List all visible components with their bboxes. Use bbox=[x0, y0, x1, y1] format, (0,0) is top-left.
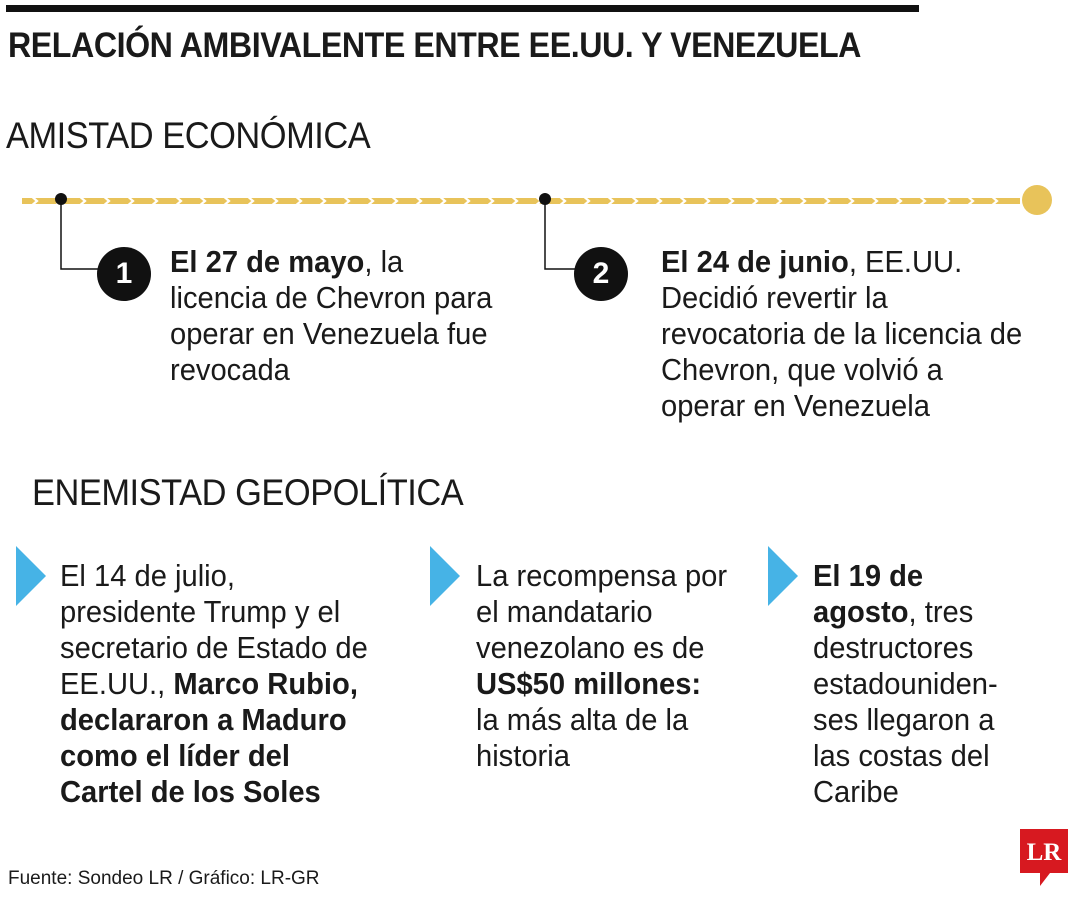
event-1-date: El 27 de mayo bbox=[170, 244, 365, 279]
item-3-tail: , tres destructores estadouniden-ses lle… bbox=[813, 594, 998, 809]
timeline-end-dot bbox=[1022, 185, 1052, 215]
lr-logo: LR bbox=[1020, 829, 1068, 886]
item-2-lead: La recompensa por el mandatario venezola… bbox=[476, 558, 728, 665]
infographic-title: RELACIÓN AMBIVALENTE ENTRE EE.UU. Y VENE… bbox=[8, 26, 861, 65]
event-2-number-badge: 2 bbox=[574, 247, 628, 301]
top-rule bbox=[6, 5, 919, 12]
timeline-track bbox=[22, 194, 1020, 208]
timeline bbox=[22, 185, 1052, 270]
item-2-arrow-icon bbox=[430, 546, 460, 606]
timeline-connector-2 bbox=[539, 193, 576, 270]
event-1-number-badge: 1 bbox=[97, 247, 151, 301]
item-2-text: La recompensa por el mandatario venezola… bbox=[476, 558, 730, 774]
item-2-highlight: US$50 millones: bbox=[476, 666, 702, 701]
item-2-tail: la más alta de la historia bbox=[476, 702, 689, 773]
item-1-text: El 14 de julio, presidente Trump y el se… bbox=[60, 558, 370, 810]
item-3-arrow-icon bbox=[768, 546, 798, 606]
section-geopolitical-heading: ENEMISTAD GEOPOLÍTICA bbox=[32, 472, 464, 513]
item-3-text: El 19 de agosto, tres destructores estad… bbox=[813, 558, 1029, 810]
event-2-text: El 24 de junio, EE.UU. Decidió revertir … bbox=[661, 244, 1023, 424]
item-1-arrow-icon bbox=[16, 546, 46, 606]
event-2-date: El 24 de junio bbox=[661, 244, 849, 279]
item-3-highlight: El 19 de agosto bbox=[813, 558, 924, 629]
section-economic-heading: AMISTAD ECONÓMICA bbox=[6, 115, 371, 156]
svg-text:LR: LR bbox=[1027, 839, 1063, 866]
event-1-description: , la licencia de Chevron para operar en … bbox=[170, 244, 493, 387]
item-1-lead: El 14 de julio, presidente Trump y el se… bbox=[60, 558, 368, 701]
source-credit: Fuente: Sondeo LR / Gráfico: LR-GR bbox=[8, 868, 320, 889]
item-1-highlight: Marco Rubio, declararon a Maduro como el… bbox=[60, 666, 358, 809]
event-1-text: El 27 de mayo, la licencia de Chevron pa… bbox=[170, 244, 508, 388]
event-2-description: , EE.UU. Decidió revertir la revocatoria… bbox=[661, 244, 1023, 423]
timeline-connector-1 bbox=[55, 193, 98, 270]
